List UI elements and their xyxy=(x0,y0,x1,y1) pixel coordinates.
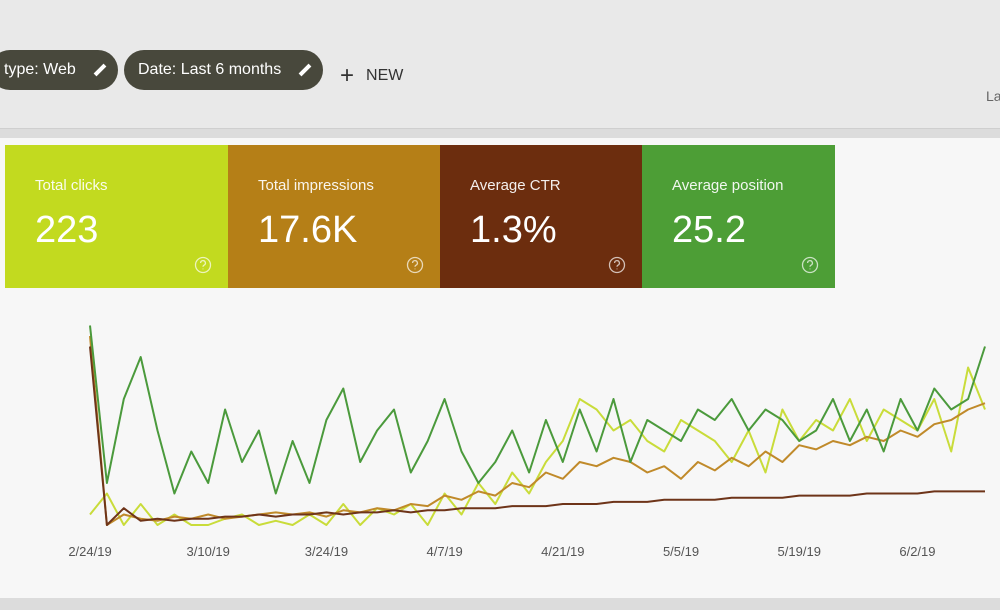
metric-label: Average position xyxy=(672,177,784,194)
metric-value: 223 xyxy=(35,209,99,251)
metric-label: Total clicks xyxy=(35,177,108,194)
help-circle xyxy=(406,256,424,274)
new-label: NEW xyxy=(366,67,404,84)
new-button[interactable]: + NEW xyxy=(340,62,403,90)
metric-card[interactable]: Average position 25.2 xyxy=(642,145,835,288)
help-circle xyxy=(194,256,212,274)
help-circle xyxy=(801,256,819,274)
metric-value: 25.2 xyxy=(672,209,746,251)
filter-chip[interactable]: Date: Last 6 months xyxy=(124,50,324,90)
metric-value: 1.3% xyxy=(470,209,557,251)
metric-card[interactable]: Total clicks 223 xyxy=(5,145,228,288)
help-glyph xyxy=(199,259,207,270)
plus-icon: + xyxy=(340,62,355,89)
help-circle xyxy=(608,256,626,274)
help-glyph xyxy=(806,259,814,270)
metric-value: 17.6K xyxy=(258,209,358,251)
help-icon[interactable] xyxy=(406,256,424,274)
toolbar: type: Web Date: Last 6 months + NEW La xyxy=(0,0,1000,129)
metric-label: Total impressions xyxy=(258,177,374,194)
metric-card[interactable]: Average CTR 1.3% xyxy=(440,145,642,288)
filter-chip[interactable]: type: Web xyxy=(0,50,118,90)
help-icon[interactable] xyxy=(801,256,819,274)
metric-card[interactable]: Total impressions 17.6K xyxy=(228,145,440,288)
help-glyph xyxy=(411,259,419,270)
truncated-label: La xyxy=(986,88,1000,104)
help-icon[interactable] xyxy=(194,256,212,274)
help-glyph xyxy=(613,259,621,270)
help-icon[interactable] xyxy=(608,256,626,274)
metric-label: Average CTR xyxy=(470,177,561,194)
